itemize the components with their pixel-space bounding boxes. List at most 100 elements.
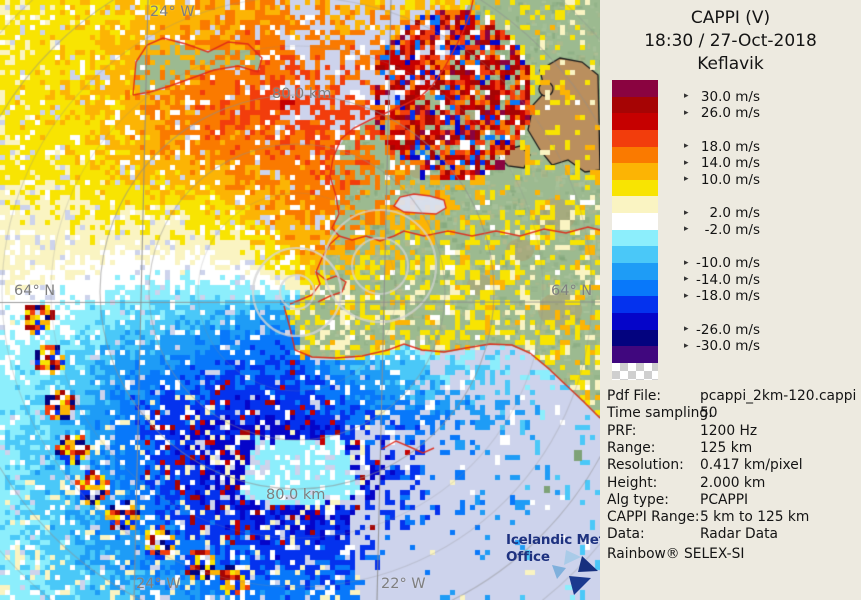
tick-label: -30.0 m/s	[696, 338, 760, 355]
tick-label: 18.0 m/s	[700, 138, 760, 155]
tick-arrow-icon: ▸	[684, 207, 689, 218]
transparency-checker-swatch	[612, 363, 658, 380]
metadata-label: Data:	[607, 526, 645, 543]
metadata-label: Alg type:	[607, 491, 669, 508]
legend-band-7	[612, 196, 658, 214]
legend-tick: ▸ 26.0 m/s	[684, 104, 760, 122]
legend-band-3	[612, 129, 658, 147]
metadata-row: Pdf File: pcappi_2km-120.cappi	[607, 388, 857, 405]
product-datetime: 18:30 / 27-Oct-2018	[644, 31, 817, 51]
metadata-row: Data: Radar Data	[607, 526, 857, 543]
legend-tick: ▸ -18.0 m/s	[684, 287, 760, 305]
tick-label: -26.0 m/s	[696, 321, 760, 338]
metadata-row: Alg type: PCAPPI	[607, 492, 857, 509]
map-grid-label: 24° W	[150, 4, 195, 20]
legend-band-2	[612, 113, 658, 130]
radar-velocity-map	[0, 0, 600, 600]
legend-band-12	[612, 279, 658, 297]
metadata-value: 5 km to 125 km	[700, 509, 810, 526]
tick-arrow-icon: ▸	[684, 157, 689, 168]
legend-band-8	[612, 213, 658, 230]
legend-band-9	[612, 229, 658, 247]
metadata-label: Range:	[607, 439, 656, 456]
radar-site-name: Keflavik	[697, 54, 764, 74]
tick-arrow-icon: ▸	[684, 324, 689, 335]
tick-arrow-icon: ▸	[684, 107, 689, 118]
tick-label: 14.0 m/s	[700, 155, 760, 172]
metadata-row: Height: 2.000 km	[607, 475, 857, 492]
legend-tick: ▸ -2.0 m/s	[684, 221, 760, 239]
tick-label: -10.0 m/s	[696, 255, 760, 272]
legend-band-16	[612, 346, 658, 363]
tick-arrow-icon: ▸	[684, 91, 689, 102]
tick-label: 26.0 m/s	[700, 105, 760, 122]
metadata-value: 125 km	[700, 439, 753, 456]
legend-tick: ▸ -26.0 m/s	[684, 321, 760, 339]
logo-text-line2: Office	[506, 549, 550, 565]
map-grid-label: 80.0 km	[272, 86, 332, 102]
icelandic-met-office-logo: Icelandic Met Office	[506, 532, 616, 600]
legend-tick: ▸ 14.0 m/s	[684, 154, 760, 172]
tick-arrow-icon: ▸	[684, 274, 689, 285]
legend-band-10	[612, 246, 658, 264]
tick-arrow-icon: ▸	[684, 141, 689, 152]
tick-arrow-icon: ▸	[684, 224, 689, 235]
map-grid-label: 64° N	[551, 283, 593, 299]
logo-text-line1: Icelandic Met	[506, 532, 605, 548]
legend-tick: ▸ -14.0 m/s	[684, 271, 760, 289]
legend-band-4	[612, 146, 658, 164]
metadata-row: Resolution: 0.417 km/pixel	[607, 457, 857, 474]
metadata-label: CAPPI Range:	[607, 509, 700, 526]
metadata-row: CAPPI Range: 5 km to 125 km	[607, 509, 857, 526]
metadata-label: Resolution:	[607, 457, 684, 474]
metadata-label: PRF:	[607, 422, 637, 439]
tick-arrow-icon: ▸	[684, 257, 689, 268]
map-grid-label: 24° W	[136, 576, 181, 592]
map-grid-label: 22° W	[381, 576, 426, 592]
tick-arrow-icon: ▸	[684, 340, 689, 351]
legend-band-11	[612, 263, 658, 280]
legend-band-0	[612, 80, 658, 97]
tick-label: 2.0 m/s	[709, 205, 761, 222]
metadata-value: Radar Data	[700, 526, 778, 543]
metadata-label: Time sampling:	[607, 405, 713, 422]
metadata-label: Height:	[607, 474, 658, 491]
metadata-row: PRF: 1200 Hz	[607, 423, 857, 440]
legend-band-14	[612, 312, 658, 330]
product-title: CAPPI (V)	[690, 8, 771, 28]
velocity-color-scale	[612, 80, 658, 363]
tick-label: 10.0 m/s	[700, 171, 760, 188]
legend-tick: ▸ 18.0 m/s	[684, 138, 760, 156]
metadata-value: PCAPPI	[700, 491, 749, 508]
map-grid-label: 80.0 km	[266, 487, 326, 503]
legend-tick: ▸ 30.0 m/s	[684, 88, 760, 106]
metadata-value: 1200 Hz	[700, 422, 758, 439]
metadata-value: 0.417 km/pixel	[700, 457, 803, 474]
legend-band-15	[612, 329, 658, 347]
legend-tick: ▸ 10.0 m/s	[684, 171, 760, 189]
tick-label: -2.0 m/s	[704, 221, 760, 238]
metadata-row: Range: 125 km	[607, 440, 857, 457]
legend-band-13	[612, 296, 658, 313]
legend-band-1	[612, 96, 658, 114]
map-grid-label: 64° N	[14, 283, 56, 299]
pinwheel-icon	[552, 550, 598, 595]
legend-tick: ▸ -30.0 m/s	[684, 337, 760, 355]
software-brand: Rainbow® SELEX-SI	[607, 546, 745, 562]
tick-label: -18.0 m/s	[696, 288, 760, 305]
tick-label: 30.0 m/s	[700, 88, 760, 105]
legend-tick: ▸ -10.0 m/s	[684, 254, 760, 272]
metadata-value: pcappi_2km-120.cappi	[700, 388, 857, 404]
metadata-value: 2.000 km	[700, 474, 766, 491]
info-panel: CAPPI (V) 18:30 / 27-Oct-2018 Keflavik ▸…	[600, 0, 861, 600]
tick-arrow-icon: ▸	[684, 174, 689, 185]
metadata-label: Pdf File:	[607, 388, 662, 404]
metadata-value: 50	[700, 405, 718, 422]
tick-label: -14.0 m/s	[696, 271, 760, 288]
legend-tick: ▸ 2.0 m/s	[684, 204, 760, 222]
legend-band-5	[612, 163, 658, 180]
legend-band-6	[612, 179, 658, 197]
metadata-row: Time sampling: 50	[607, 405, 857, 422]
tick-arrow-icon: ▸	[684, 290, 689, 301]
